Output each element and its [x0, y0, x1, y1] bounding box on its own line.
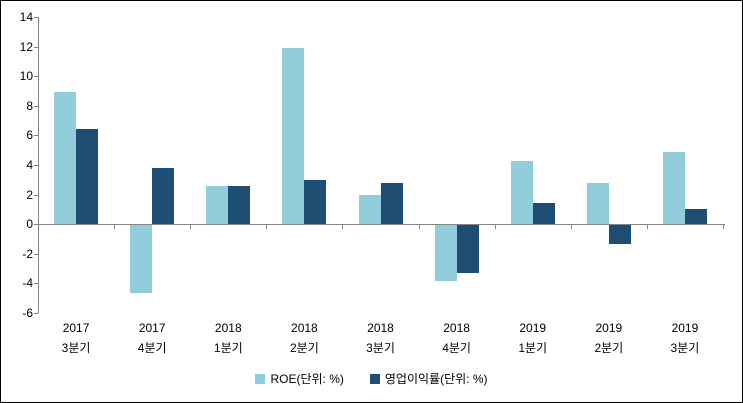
- bar-series-1: [228, 185, 251, 225]
- legend-item-series-0: ROE(단위: %): [255, 370, 344, 387]
- x-label-quarter: 3분기: [366, 341, 395, 355]
- y-tick: [34, 46, 38, 48]
- x-category-label: 2019 1분기: [495, 318, 571, 358]
- x-label-year: 2018: [214, 321, 242, 335]
- bar-series-0: [358, 194, 381, 225]
- x-tick: [646, 225, 648, 230]
- bar-series-0: [434, 225, 457, 282]
- x-tick: [418, 225, 420, 230]
- legend-label: ROE(단위: %): [270, 372, 344, 386]
- x-tick: [570, 225, 572, 230]
- y-tick-label: 4: [26, 158, 33, 172]
- x-label-quarter: 4분기: [137, 341, 167, 355]
- legend: ROE(단위: %) 영업이익률(단위: %): [1, 370, 742, 387]
- bar-series-1: [152, 167, 175, 225]
- y-tick: [34, 253, 38, 255]
- bar-series-0: [206, 185, 229, 225]
- y-tick-label: -4: [22, 276, 33, 291]
- y-tick-label: -2: [22, 246, 33, 261]
- y-tick: [34, 313, 38, 314]
- x-label-year: 2019: [595, 321, 623, 335]
- bar-series-1: [456, 225, 479, 273]
- y-tick: [34, 17, 38, 18]
- x-label-year: 2018: [367, 321, 394, 335]
- x-label-year: 2019: [671, 321, 699, 335]
- y-tick: [34, 76, 38, 78]
- x-label-quarter: 2분기: [290, 341, 319, 355]
- x-tick: [494, 225, 496, 230]
- x-tick: [114, 225, 116, 230]
- x-label-quarter: 1분기: [213, 341, 243, 355]
- legend-marker-icon: [255, 373, 266, 384]
- bar-series-0: [130, 225, 153, 294]
- legend-marker-icon: [369, 373, 380, 384]
- x-tick: [723, 225, 724, 230]
- y-tick: [34, 194, 38, 196]
- bar-series-1: [532, 203, 555, 225]
- bar-series-0: [282, 48, 305, 225]
- y-tick-label: 6: [26, 128, 33, 143]
- bar-series-1: [380, 182, 403, 225]
- y-tick: [34, 135, 38, 137]
- x-category-label: 2018 3분기: [342, 318, 418, 358]
- x-tick: [190, 225, 192, 230]
- x-label-quarter: 3분기: [670, 341, 700, 355]
- x-label-quarter: 4분기: [442, 341, 471, 355]
- bar-series-0: [586, 182, 609, 225]
- bar-series-1: [76, 129, 99, 225]
- y-tick: [34, 105, 38, 107]
- bar-series-1: [304, 179, 327, 225]
- x-label-year: 2019: [519, 321, 547, 335]
- x-label-quarter: 2분기: [594, 341, 624, 355]
- y-tick-label: 2: [26, 187, 33, 202]
- y-tick-label: 12: [19, 39, 33, 54]
- legend-item-series-1: 영업이익률(단위: %): [369, 370, 488, 387]
- x-axis-line: [34, 224, 725, 226]
- x-category-label: 2019 3분기: [647, 318, 723, 358]
- bar-series-0: [54, 92, 77, 225]
- x-tick: [266, 225, 268, 230]
- y-axis-line: [38, 17, 39, 313]
- x-label-quarter: 1분기: [518, 341, 548, 355]
- bar-series-0: [510, 160, 533, 225]
- x-label-year: 2017: [62, 321, 90, 335]
- bar-series-1: [608, 225, 631, 245]
- x-category-label: 2017 3분기: [38, 318, 114, 358]
- y-tick-label: 8: [26, 98, 33, 113]
- y-tick: [34, 165, 38, 166]
- bar-series-0: [662, 151, 685, 225]
- x-category-label: 2018 1분기: [190, 318, 266, 358]
- x-tick: [38, 225, 39, 230]
- y-tick: [34, 283, 38, 285]
- bar-series-1: [684, 209, 707, 225]
- y-tick-label: 14: [19, 10, 33, 24]
- x-label-year: 2017: [138, 321, 166, 335]
- x-label-quarter: 3분기: [61, 341, 91, 355]
- x-category-label: 2018 2분기: [266, 318, 342, 358]
- x-category-label: 2018 4분기: [419, 318, 495, 358]
- x-label-year: 2018: [443, 321, 470, 335]
- y-tick-label: 10: [19, 69, 33, 84]
- x-category-label: 2017 4분기: [114, 318, 190, 358]
- x-tick: [342, 225, 344, 230]
- legend-label: 영업이익률(단위: %): [384, 372, 488, 386]
- x-label-year: 2018: [291, 321, 318, 335]
- y-tick-label: -6: [22, 306, 33, 320]
- x-category-label: 2019 2분기: [571, 318, 647, 358]
- y-tick-label: 0: [26, 217, 33, 232]
